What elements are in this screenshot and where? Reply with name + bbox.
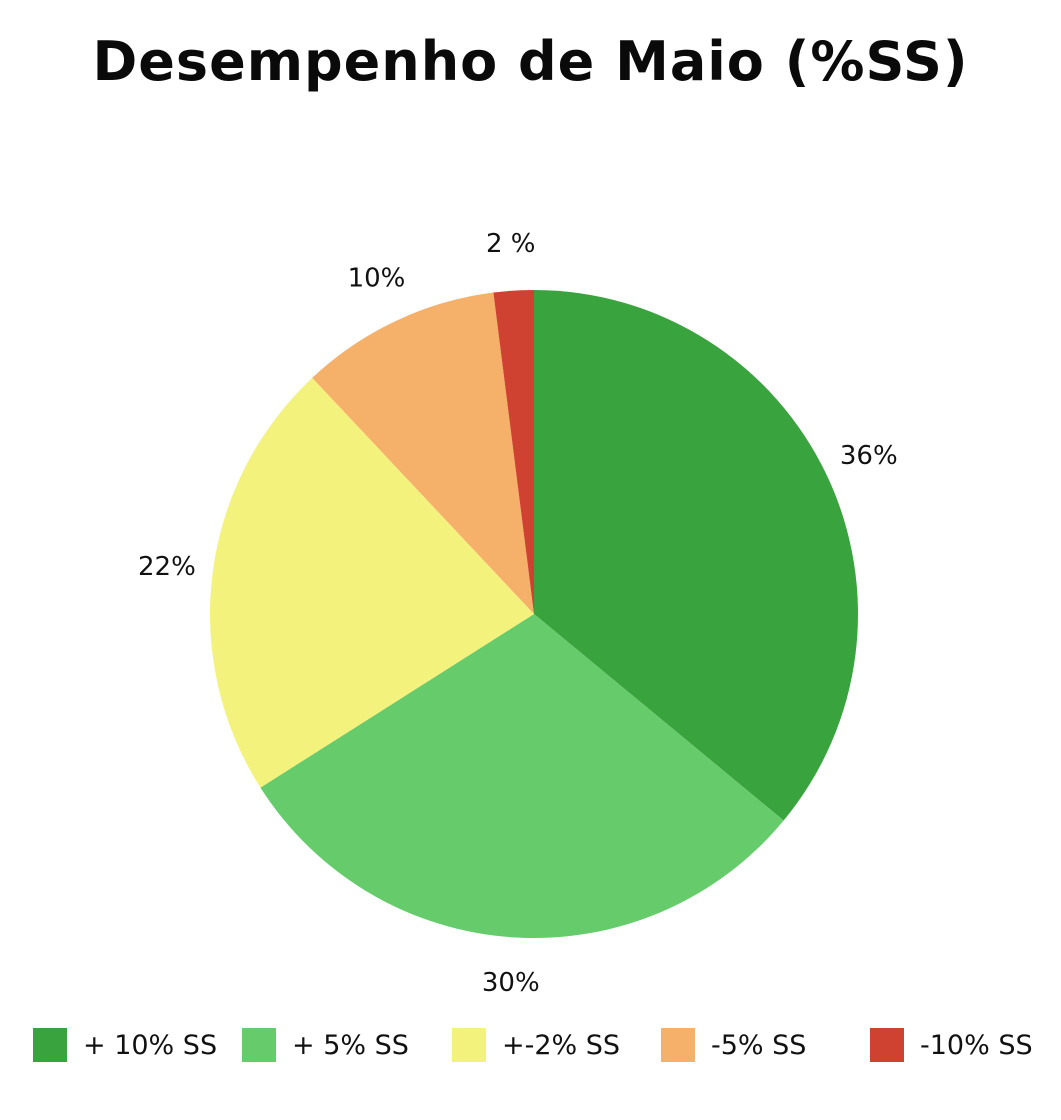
slice-label: 22%: [138, 552, 196, 582]
pie-slice: [534, 290, 858, 821]
legend-label: + 5% SS: [292, 1029, 409, 1061]
legend-label: -5% SS: [711, 1029, 807, 1061]
slice-label: 10%: [348, 264, 406, 294]
slice-label: 30%: [482, 968, 540, 998]
legend-label: + 10% SS: [83, 1029, 218, 1061]
legend-item: + 10% SS: [33, 1027, 217, 1063]
legend-swatch: [870, 1028, 904, 1062]
pie-slice: [209, 377, 534, 788]
legend-item: -5% SS: [661, 1027, 806, 1063]
legend-swatch: [661, 1028, 695, 1062]
legend-swatch: [452, 1028, 486, 1062]
pie-slice: [260, 614, 784, 938]
chart-title: Desempenho de Maio (%SS): [92, 30, 969, 93]
legend: + 10% SS + 5% SS +-2% SS -5% SS -10% SS: [0, 1027, 1061, 1067]
slice-label: 36%: [840, 441, 898, 471]
slice-label: 2 %: [486, 229, 536, 259]
pie-slice: [493, 290, 534, 614]
legend-swatch: [242, 1028, 276, 1062]
pie-slice: [312, 292, 534, 614]
legend-label: +-2% SS: [502, 1029, 621, 1061]
legend-swatch: [33, 1028, 67, 1062]
legend-item: +-2% SS: [452, 1027, 620, 1063]
legend-item: -10% SS: [870, 1027, 1033, 1063]
legend-label: -10% SS: [920, 1029, 1033, 1061]
legend-item: + 5% SS: [242, 1027, 409, 1063]
